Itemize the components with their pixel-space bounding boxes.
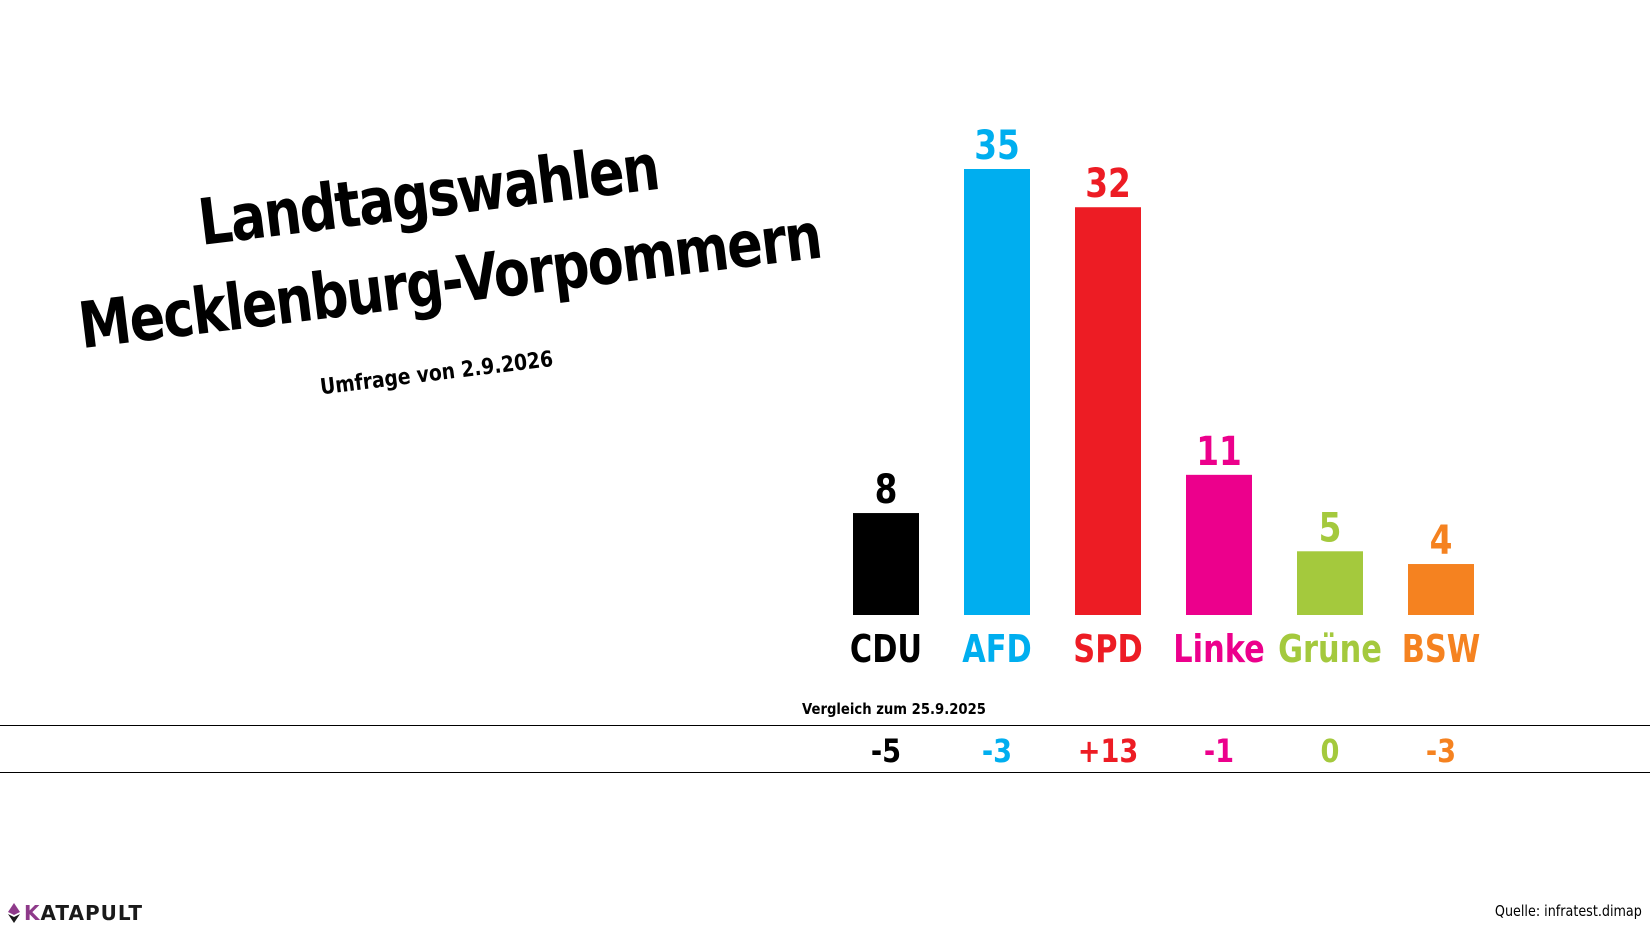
bar-bsw bbox=[1408, 564, 1474, 615]
bar-gr-ne bbox=[1297, 551, 1363, 615]
comparison-rule-bottom bbox=[0, 772, 1650, 773]
bar-linke bbox=[1186, 474, 1252, 615]
category-label-spd: SPD bbox=[1073, 628, 1142, 672]
value-label-linke: 11 bbox=[1196, 428, 1242, 475]
brand-name-rest: ATAPULT bbox=[40, 901, 143, 925]
brand-initial: K bbox=[24, 901, 41, 925]
brand-name: KATAPULT bbox=[24, 903, 143, 923]
bar-cdu bbox=[853, 513, 919, 615]
value-label-cdu: 8 bbox=[875, 466, 898, 513]
category-label-cdu: CDU bbox=[850, 628, 922, 672]
brand-mark-icon bbox=[8, 903, 20, 923]
change-label-cdu: -5 bbox=[871, 733, 901, 771]
change-label-spd: +13 bbox=[1078, 733, 1139, 771]
category-label-linke: Linke bbox=[1173, 628, 1264, 672]
category-label-gr-ne: Grüne bbox=[1278, 628, 1382, 672]
change-label-bsw: -3 bbox=[1426, 733, 1456, 771]
value-label-gr-ne: 5 bbox=[1319, 504, 1342, 551]
bar-spd bbox=[1075, 207, 1141, 615]
change-label-afd: -3 bbox=[982, 733, 1012, 771]
change-label-linke: -1 bbox=[1204, 733, 1234, 771]
bar-afd bbox=[964, 169, 1030, 615]
source-note: Quelle: infratest.dimap bbox=[1495, 902, 1642, 920]
value-label-spd: 32 bbox=[1085, 160, 1131, 207]
value-label-afd: 35 bbox=[974, 122, 1020, 169]
change-label-gr-ne: 0 bbox=[1321, 733, 1340, 771]
category-label-afd: AFD bbox=[962, 628, 1032, 672]
value-label-bsw: 4 bbox=[1430, 517, 1453, 564]
brand-logo: KATAPULT bbox=[8, 903, 143, 923]
comparison-label: Vergleich zum 25.9.2025 bbox=[802, 700, 986, 718]
category-label-bsw: BSW bbox=[1402, 628, 1481, 672]
comparison-rule-top bbox=[0, 725, 1650, 726]
